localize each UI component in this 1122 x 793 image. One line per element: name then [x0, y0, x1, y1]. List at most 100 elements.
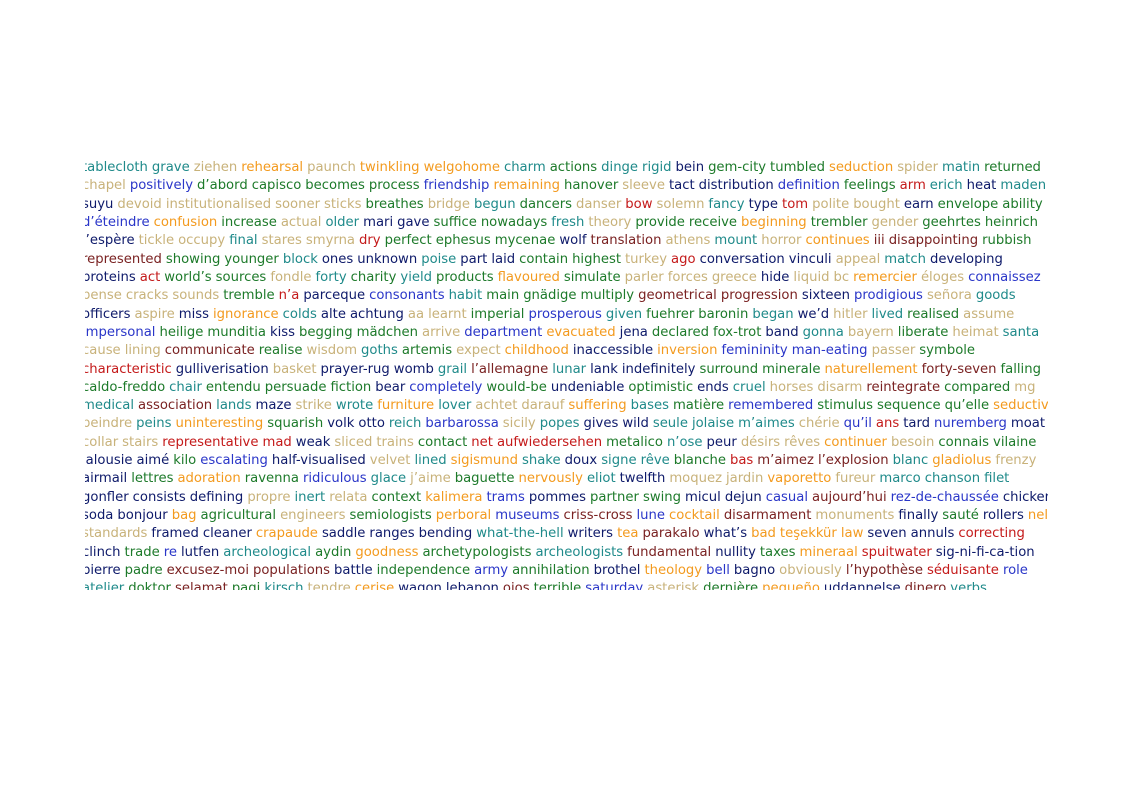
word: besoin: [890, 434, 935, 450]
word: jardin: [726, 471, 764, 487]
word: world’s: [164, 269, 212, 285]
word: laid: [491, 251, 516, 267]
word: twelfth: [619, 471, 666, 487]
word: señora: [926, 288, 972, 304]
word: forces: [667, 269, 708, 285]
word: process: [368, 178, 420, 194]
word: chicken: [1002, 489, 1048, 505]
word: bag: [171, 508, 197, 524]
word: rêve: [640, 453, 670, 469]
word: spider: [897, 160, 938, 175]
word: distribution: [698, 178, 774, 194]
word: goods: [975, 288, 1016, 304]
word: feelings: [843, 178, 896, 194]
word: archeologists: [535, 544, 624, 560]
word: engineers: [280, 508, 346, 524]
word: kalimera: [425, 489, 483, 505]
word: heat: [966, 178, 997, 194]
word: excusez-moi: [166, 563, 249, 579]
word: block: [282, 251, 318, 267]
word: cracks: [125, 288, 169, 304]
word: mycenae: [494, 233, 556, 249]
word: continues: [805, 233, 870, 249]
word: pequeño: [762, 581, 820, 590]
word: archetypologists: [422, 544, 532, 560]
word: saturday: [585, 581, 644, 590]
word: solemn: [656, 196, 705, 212]
word: swing: [642, 489, 682, 505]
word: annihilation: [512, 563, 590, 579]
word: net: [471, 434, 493, 450]
word: medical: [85, 398, 134, 414]
word: l’espère: [85, 233, 135, 249]
word-cloud-row: atelier doktor selamat pagi kirsch tendre ceri…: [85, 580, 991, 590]
word: santa: [1002, 324, 1040, 340]
word: bein: [675, 160, 705, 175]
word: charm: [503, 160, 546, 175]
word: horror: [761, 233, 802, 249]
word-cloud-row: jalousie aimé kilo escalating half-visualise…: [85, 452, 1040, 470]
word: heilige: [159, 324, 204, 340]
word: l’hypothèse: [845, 563, 923, 579]
word: poise: [421, 251, 457, 267]
word: sequence: [877, 398, 941, 414]
word: arm: [899, 178, 926, 194]
word: goodness: [355, 544, 419, 560]
word: peindre: [85, 416, 133, 432]
word: strike: [295, 398, 332, 414]
word: ziehen: [193, 160, 238, 175]
word: sigismund: [450, 453, 518, 469]
word: chapel: [85, 178, 126, 194]
word: appeal: [835, 251, 881, 267]
word: flavoured: [497, 269, 560, 285]
word: gladiolus: [932, 453, 992, 469]
word: bases: [630, 398, 669, 414]
word: signe: [601, 453, 637, 469]
word: otto: [358, 416, 385, 432]
word: rêves: [784, 434, 821, 450]
word: verbs: [950, 581, 987, 590]
word: trams: [486, 489, 525, 505]
word: band: [765, 324, 799, 340]
word: fox-trot: [713, 324, 762, 340]
word: wrote: [335, 398, 374, 414]
word: fuehrer: [646, 306, 695, 322]
word: turkey: [624, 251, 668, 267]
word: adoration: [177, 471, 241, 487]
word: sleeve: [622, 178, 665, 194]
word-cloud-row: tablecloth grave ziehen rehearsal paunch twin…: [85, 159, 1045, 177]
word-cloud-row: peindre peins uninteresting squarish volk ott…: [85, 415, 1048, 433]
word-cloud-row: suyu devoid institutionalised sooner sticks b…: [85, 196, 1047, 214]
word: fondle: [270, 269, 312, 285]
word: clinch: [85, 544, 121, 560]
word: mineraal: [799, 544, 858, 560]
word: battle: [334, 563, 373, 579]
word: confusion: [153, 214, 218, 230]
word: ans: [875, 416, 900, 432]
word: bonjour: [117, 508, 168, 524]
word: products: [436, 269, 494, 285]
word: spuitwater: [861, 544, 932, 560]
word: would-be: [486, 379, 547, 395]
word: kilo: [173, 453, 197, 469]
word: optimistic: [628, 379, 694, 395]
word: heinrich: [984, 214, 1039, 230]
word: declared: [651, 324, 709, 340]
word: liquid: [793, 269, 830, 285]
word: lune: [636, 508, 666, 524]
word: m’aimez: [757, 453, 814, 469]
word: n’a: [278, 288, 300, 304]
word: remercier: [853, 269, 917, 285]
word: unknown: [357, 251, 418, 267]
word: dernière: [703, 581, 759, 590]
word: goths: [361, 343, 398, 359]
word: sauté: [942, 508, 979, 524]
word: capisco: [251, 178, 302, 194]
word: rehearsal: [241, 160, 304, 175]
word: falling: [1000, 361, 1041, 377]
word: actions: [549, 160, 598, 175]
word: bc: [833, 269, 850, 285]
word: taxes: [759, 544, 796, 560]
word: positively: [129, 178, 194, 194]
word: suffering: [568, 398, 627, 414]
